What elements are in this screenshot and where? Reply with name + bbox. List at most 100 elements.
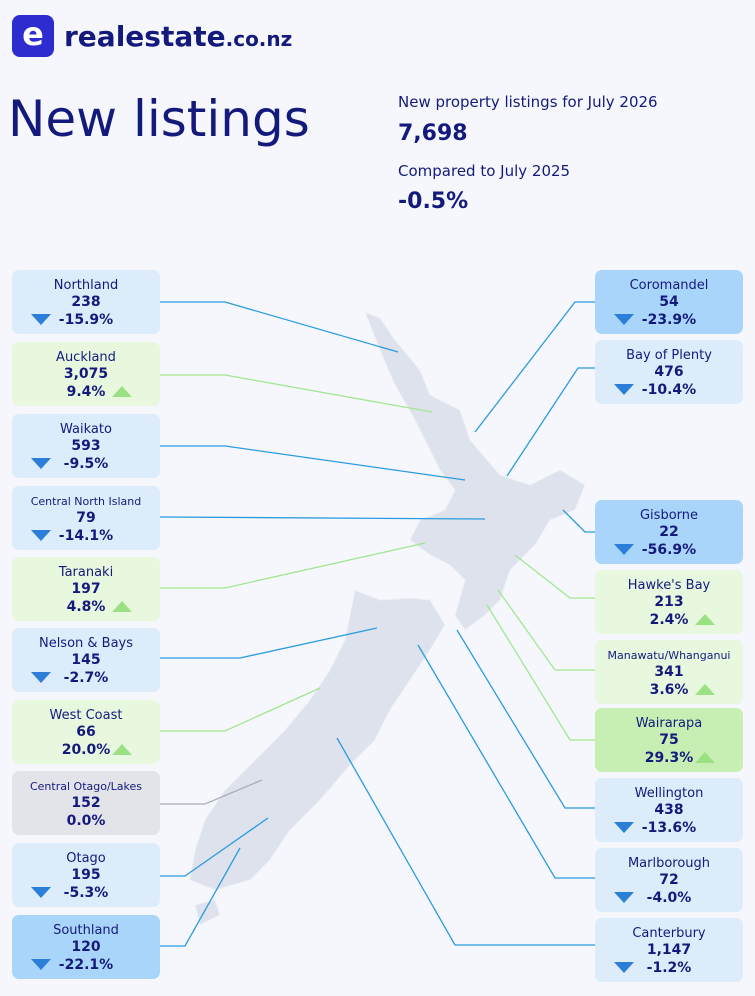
region-count: 593 xyxy=(71,438,100,454)
down-arrow xyxy=(614,822,634,833)
up-arrow xyxy=(695,614,715,625)
summary-label: New property listings for July 2026 xyxy=(398,93,658,111)
region-name: Northland xyxy=(54,278,118,293)
card-bg xyxy=(12,270,160,334)
region-name: Marlborough xyxy=(628,856,710,871)
down-arrow xyxy=(614,384,634,395)
compare-label: Compared to July 2025 xyxy=(398,162,570,180)
region-count: 120 xyxy=(71,939,100,955)
region-count: 152 xyxy=(71,795,100,811)
region-count: 79 xyxy=(76,510,95,526)
region-change: -15.9% xyxy=(59,312,113,328)
logo-icon xyxy=(12,15,54,57)
region-change: -23.9% xyxy=(642,312,696,328)
region-count: 1,147 xyxy=(647,942,691,958)
leader-line xyxy=(160,374,433,413)
region-name: Hawke's Bay xyxy=(628,578,711,593)
region-name: Canterbury xyxy=(632,926,706,941)
region-name: Southland xyxy=(53,923,119,938)
region-change: -56.9% xyxy=(642,542,696,558)
card-bg xyxy=(12,843,160,907)
leader-line xyxy=(160,779,263,805)
region-count: 75 xyxy=(659,732,678,748)
region-count: 438 xyxy=(654,802,683,818)
region-count: 22 xyxy=(659,524,678,540)
region-card: Central North Island 79 -14.1% xyxy=(12,486,160,550)
region-change: 0.0% xyxy=(67,813,106,829)
card-bg xyxy=(595,918,743,982)
brand: realestate xyxy=(64,20,226,53)
up-arrow xyxy=(695,752,715,763)
region-change: 29.3% xyxy=(645,750,694,766)
leader-line xyxy=(486,604,595,741)
leader-line xyxy=(160,847,241,947)
region-name: Manawatu/Whanganui xyxy=(608,649,731,662)
down-arrow xyxy=(614,544,634,555)
region-change: -1.2% xyxy=(647,960,692,976)
down-arrow xyxy=(614,314,634,325)
card-bg xyxy=(12,414,160,478)
logo-letter: e xyxy=(22,15,44,53)
down-arrow xyxy=(31,530,51,541)
region-name: Central North Island xyxy=(31,495,142,508)
down-arrow xyxy=(31,672,51,683)
region-name: Coromandel xyxy=(630,278,709,293)
title: New listings xyxy=(8,90,310,148)
region-name: Gisborne xyxy=(640,508,698,523)
region-change: -2.7% xyxy=(64,670,109,686)
south-island xyxy=(189,589,446,891)
region-change: -10.4% xyxy=(642,382,696,398)
up-arrow xyxy=(112,744,132,755)
down-arrow xyxy=(614,962,634,973)
region-name: Auckland xyxy=(56,350,116,365)
region-count: 145 xyxy=(71,652,100,668)
card-bg xyxy=(12,486,160,550)
region-change: 2.4% xyxy=(650,612,689,628)
region-change: -9.5% xyxy=(64,456,109,472)
region-count: 66 xyxy=(76,724,95,740)
up-arrow xyxy=(695,684,715,695)
region-change: 3.6% xyxy=(650,682,689,698)
card-bg xyxy=(595,500,743,564)
logo-text: realestate.co.nz xyxy=(64,20,292,53)
leader-line xyxy=(336,737,595,946)
card-bg xyxy=(595,270,743,334)
leader-line xyxy=(497,589,595,671)
card-bg xyxy=(12,771,160,835)
down-arrow xyxy=(31,458,51,469)
leader-line xyxy=(456,629,595,809)
leader-line xyxy=(160,687,321,732)
region-card: Central Otago/Lakes 152 0.0% xyxy=(12,771,160,835)
region-count: 54 xyxy=(659,294,679,310)
region-name: Bay of Plenty xyxy=(626,348,712,363)
region-name: Taranaki xyxy=(58,565,113,580)
region-change: -14.1% xyxy=(59,528,113,544)
region-name: Waikato xyxy=(60,422,112,437)
region-name: Wellington xyxy=(635,786,704,801)
leader-line xyxy=(159,516,486,520)
card-bg xyxy=(595,848,743,912)
region-change: 9.4% xyxy=(67,384,106,400)
region-count: 213 xyxy=(654,594,683,610)
compare-value: -0.5% xyxy=(398,189,468,214)
leader-line xyxy=(562,509,595,533)
region-change: 20.0% xyxy=(62,742,111,758)
region-count: 72 xyxy=(659,872,678,888)
region-name: Nelson & Bays xyxy=(39,636,133,651)
region-count: 197 xyxy=(71,581,100,597)
down-arrow xyxy=(614,892,634,903)
card-bg xyxy=(595,340,743,404)
down-arrow xyxy=(31,959,51,970)
